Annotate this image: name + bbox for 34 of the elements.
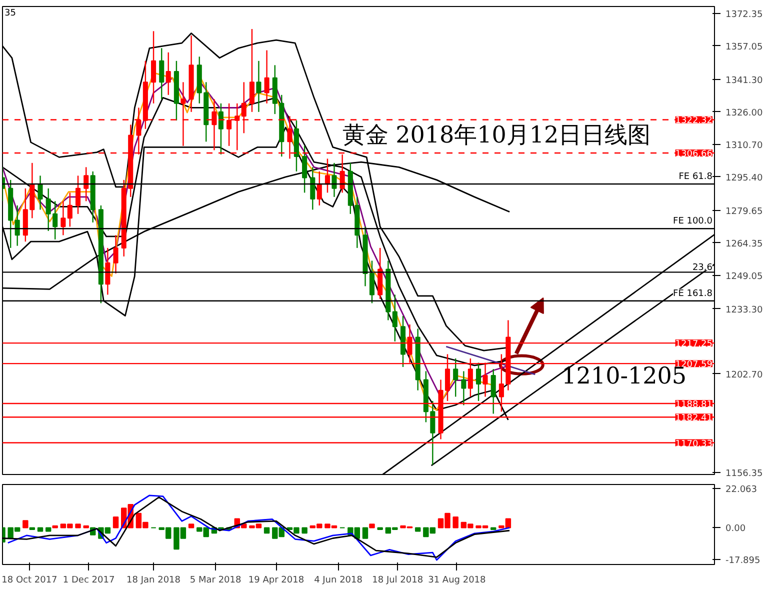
ref-line-label: FE 100.0 — [673, 216, 713, 227]
y-tick-label: 1357.05 — [726, 42, 763, 52]
annotation: 23.6 — [692, 263, 713, 274]
y-tick-label: 1372.35 — [726, 10, 763, 20]
y-tick-label: 1156.35 — [726, 468, 763, 479]
x-tick-label: 19 Apr 2018 — [248, 576, 304, 586]
y-tick-label: 1341.30 — [726, 76, 763, 86]
y-tick-label: 1326.00 — [726, 108, 763, 118]
y-tick-label: 1249.05 — [726, 272, 763, 282]
x-tick-label: 18 Jan 2018 — [126, 576, 181, 586]
y-tick-label: 0.00 — [726, 524, 746, 534]
ref-line-label: 1217.25 — [675, 340, 712, 350]
x-tick-label: 18 Jul 2018 — [372, 576, 424, 586]
y-tick-label: 1264.35 — [726, 239, 763, 250]
x-tick-label: 5 Mar 2018 — [190, 576, 242, 586]
y-tick-label: 1310.70 — [726, 140, 763, 151]
y-tick-label: 1295.40 — [726, 173, 763, 184]
y-tick-label: -17.895 — [726, 556, 760, 566]
x-tick-label: 18 Oct 2017 — [2, 576, 58, 586]
ref-line-label: 1322.32 — [675, 116, 712, 126]
ref-line-label: 1170.33 — [675, 439, 712, 450]
y-tick-label: 22.063 — [726, 484, 757, 495]
annotation: 35 — [4, 8, 16, 18]
y-tick-label: 1279.65 — [726, 206, 763, 217]
x-tick-label: 4 Jun 2018 — [314, 576, 363, 586]
ref-line-label: FE 161.8 — [673, 288, 713, 299]
ref-line-label: 1306.66 — [675, 150, 713, 160]
x-tick-label: 1 Dec 2017 — [62, 576, 115, 586]
annotation: 黄金 2018年10月12日日线图 — [342, 122, 651, 148]
ref-line-label: FE 61.8 — [678, 172, 713, 182]
ref-line-label: 1188.81 — [675, 400, 712, 410]
y-tick-label: 1233.30 — [726, 305, 763, 316]
y-tick-label: 1202.70 — [726, 370, 763, 380]
x-tick-label: 31 Aug 2018 — [428, 576, 486, 586]
